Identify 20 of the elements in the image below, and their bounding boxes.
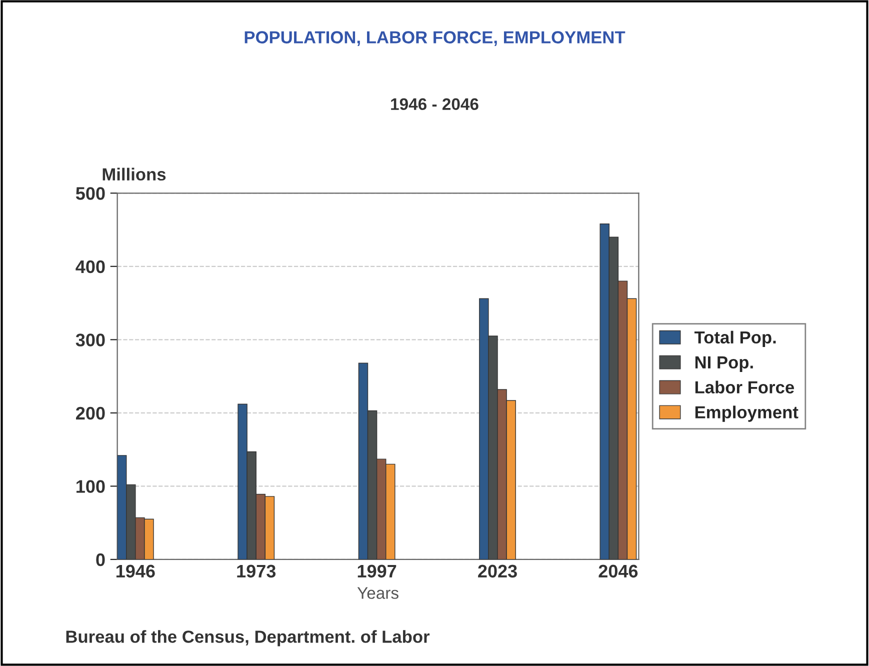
chart-title: POPULATION, LABOR FORCE, EMPLOYMENT [244, 31, 626, 46]
x-tick-label: 1973 [237, 564, 276, 578]
y-tick-label: 100 [76, 480, 105, 493]
legend-label: NI Pop. [695, 356, 753, 372]
x-tick-label: 1946 [116, 564, 155, 578]
legend-label: Labor Force [695, 380, 794, 394]
x-tick-label: 2046 [598, 564, 638, 578]
chart-subtitle: 1946 - 2046 [391, 98, 478, 110]
x-axis-title: Years [357, 587, 398, 599]
text: Bureau of the Census, Department. of Labor [66, 630, 430, 646]
x-tick-label: 2023 [478, 564, 517, 578]
legend-label: Total Pop. [694, 330, 776, 347]
y-tick-label: 200 [76, 406, 105, 420]
x-tick-label: 1997 [358, 564, 396, 578]
y-tick-label: 0 [96, 553, 105, 566]
legend-label: Employment [695, 406, 798, 422]
y-tick-label: 400 [76, 260, 105, 274]
y-tick-label: 500 [76, 187, 105, 200]
y-axis-title: Millions [102, 168, 166, 181]
y-tick-label: 300 [76, 334, 105, 346]
